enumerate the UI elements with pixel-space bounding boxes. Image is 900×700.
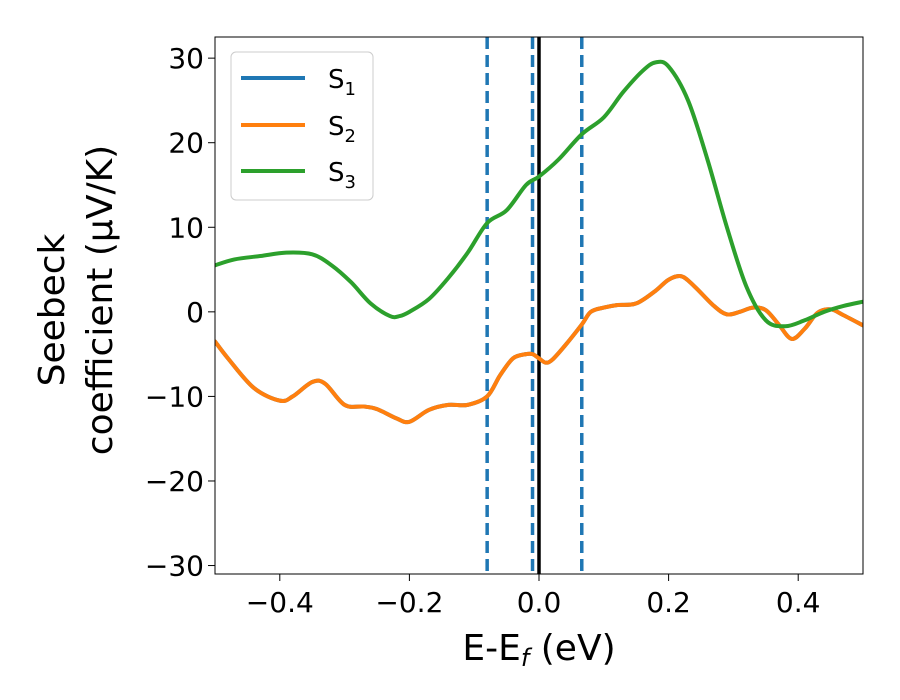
y-tick-label: 20 bbox=[168, 127, 204, 160]
y-tick-label: −20 bbox=[145, 465, 204, 498]
y-tick-label: 10 bbox=[168, 211, 204, 244]
x-tick-label: 0.4 bbox=[776, 586, 821, 619]
legend-entry-s3: S3 bbox=[241, 158, 356, 193]
x-tick-label: −0.2 bbox=[375, 586, 443, 619]
x-axis-ticks: −0.4 −0.2 0.0 0.2 0.4 bbox=[246, 574, 821, 619]
series-line-s2 bbox=[215, 274, 863, 425]
y-tick-label: −10 bbox=[145, 380, 204, 413]
y-axis-title-line2: coefficient (μV/K) bbox=[80, 145, 121, 455]
vertical-lines bbox=[485, 37, 584, 574]
x-tick-label: 0.2 bbox=[646, 586, 691, 619]
y-axis-title: Seebeck coefficient (μV/K) bbox=[32, 145, 121, 455]
series-lines bbox=[215, 59, 863, 425]
y-axis-title-line1: Seebeck bbox=[32, 233, 73, 386]
x-axis-title: E-Ef (eV) bbox=[462, 628, 615, 672]
legend-entry-s2: S2 bbox=[241, 112, 356, 147]
x-axis-title-unit: (eV) bbox=[529, 628, 615, 669]
legend: S1 S2 S3 bbox=[230, 51, 374, 201]
series-line-s3 bbox=[215, 59, 863, 329]
y-axis-ticks: −30 −20 −10 0 10 20 30 bbox=[145, 42, 215, 583]
legend-label-s1: S1 bbox=[328, 65, 356, 100]
y-tick-label: 30 bbox=[168, 42, 204, 75]
x-tick-label: −0.4 bbox=[246, 586, 314, 619]
legend-entry-s1: S1 bbox=[241, 65, 356, 100]
x-axis-title-main: E-E bbox=[462, 628, 520, 669]
x-tick-label: 0.0 bbox=[517, 586, 562, 619]
legend-label-s3: S3 bbox=[328, 158, 356, 193]
y-tick-label: −30 bbox=[145, 550, 204, 583]
legend-label-s2: S2 bbox=[328, 112, 356, 147]
y-tick-label: 0 bbox=[186, 296, 204, 329]
